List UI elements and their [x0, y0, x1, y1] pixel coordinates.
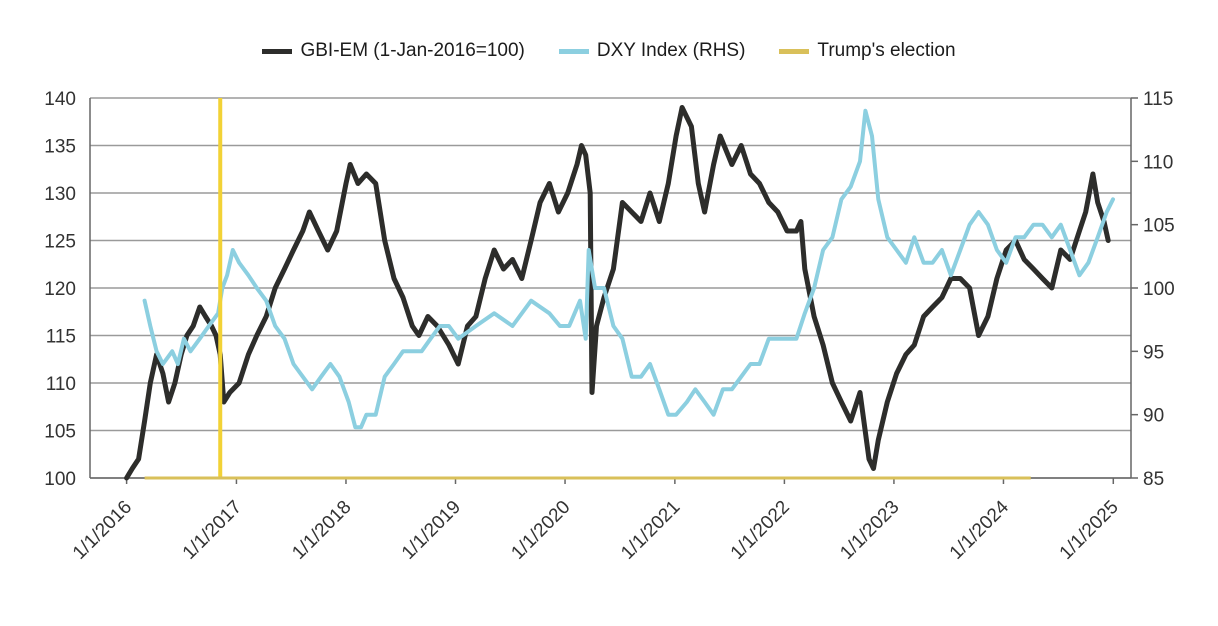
legend-label-gbi-em: GBI-EM (1-Jan-2016=100) — [300, 40, 525, 61]
legend-item-gbi-em: GBI-EM (1-Jan-2016=100) — [262, 40, 525, 62]
series — [124, 98, 1115, 481]
legend-label-election: Trump's election — [817, 40, 956, 61]
y-right-tick-label: 100 — [1143, 279, 1175, 300]
y-left-tick-label: 110 — [46, 374, 76, 395]
x-tick-label: 1/1/2020 — [507, 497, 574, 564]
chart-legend: GBI-EM (1-Jan-2016=100) DXY Index (RHS) … — [0, 40, 1218, 62]
x-tick-label: 1/1/2023 — [836, 497, 903, 564]
legend-item-dxy: DXY Index (RHS) — [558, 40, 746, 62]
legend-label-dxy: DXY Index (RHS) — [596, 40, 746, 61]
y-right-tick-label: 115 — [1143, 89, 1173, 110]
y-left-tick-label: 100 — [44, 469, 76, 490]
grid — [90, 97, 1131, 479]
legend-swatch-dxy — [558, 48, 589, 54]
x-tick-label: 1/1/2022 — [727, 497, 794, 564]
x-tick-label: 1/1/2025 — [1056, 497, 1123, 564]
x-tick-label: 1/1/2016 — [69, 497, 136, 564]
x-tick-label: 1/1/2017 — [179, 497, 246, 564]
y-right-tick-label: 85 — [1143, 469, 1164, 490]
x-tick-label: 1/1/2024 — [946, 496, 1013, 563]
gbi-em-line — [124, 105, 1111, 481]
y-right-tick-label: 95 — [1143, 342, 1164, 363]
y-right-tick-label: 110 — [1143, 152, 1173, 173]
dxy-index-line — [142, 108, 1115, 430]
y-left-tick-label: 115 — [46, 327, 76, 348]
x-tick-label: 1/1/2021 — [617, 497, 684, 564]
y-left-tick-label: 125 — [44, 232, 76, 253]
y-right-tick-label: 90 — [1143, 406, 1164, 427]
y-left-tick-label: 105 — [44, 422, 76, 443]
y-left-tick-label: 130 — [44, 184, 76, 205]
x-tick-label: 1/1/2019 — [398, 497, 465, 564]
legend-item-election: Trump's election — [779, 40, 956, 62]
y-left-tick-label: 140 — [44, 89, 76, 110]
legend-swatch-gbi-em — [262, 48, 293, 54]
y-left-tick-label: 120 — [44, 279, 76, 300]
x-tick-label: 1/1/2018 — [288, 497, 355, 564]
y-right-tick-label: 105 — [1143, 216, 1175, 237]
y-left-tick-label: 135 — [44, 137, 76, 158]
legend-swatch-election — [779, 48, 810, 54]
